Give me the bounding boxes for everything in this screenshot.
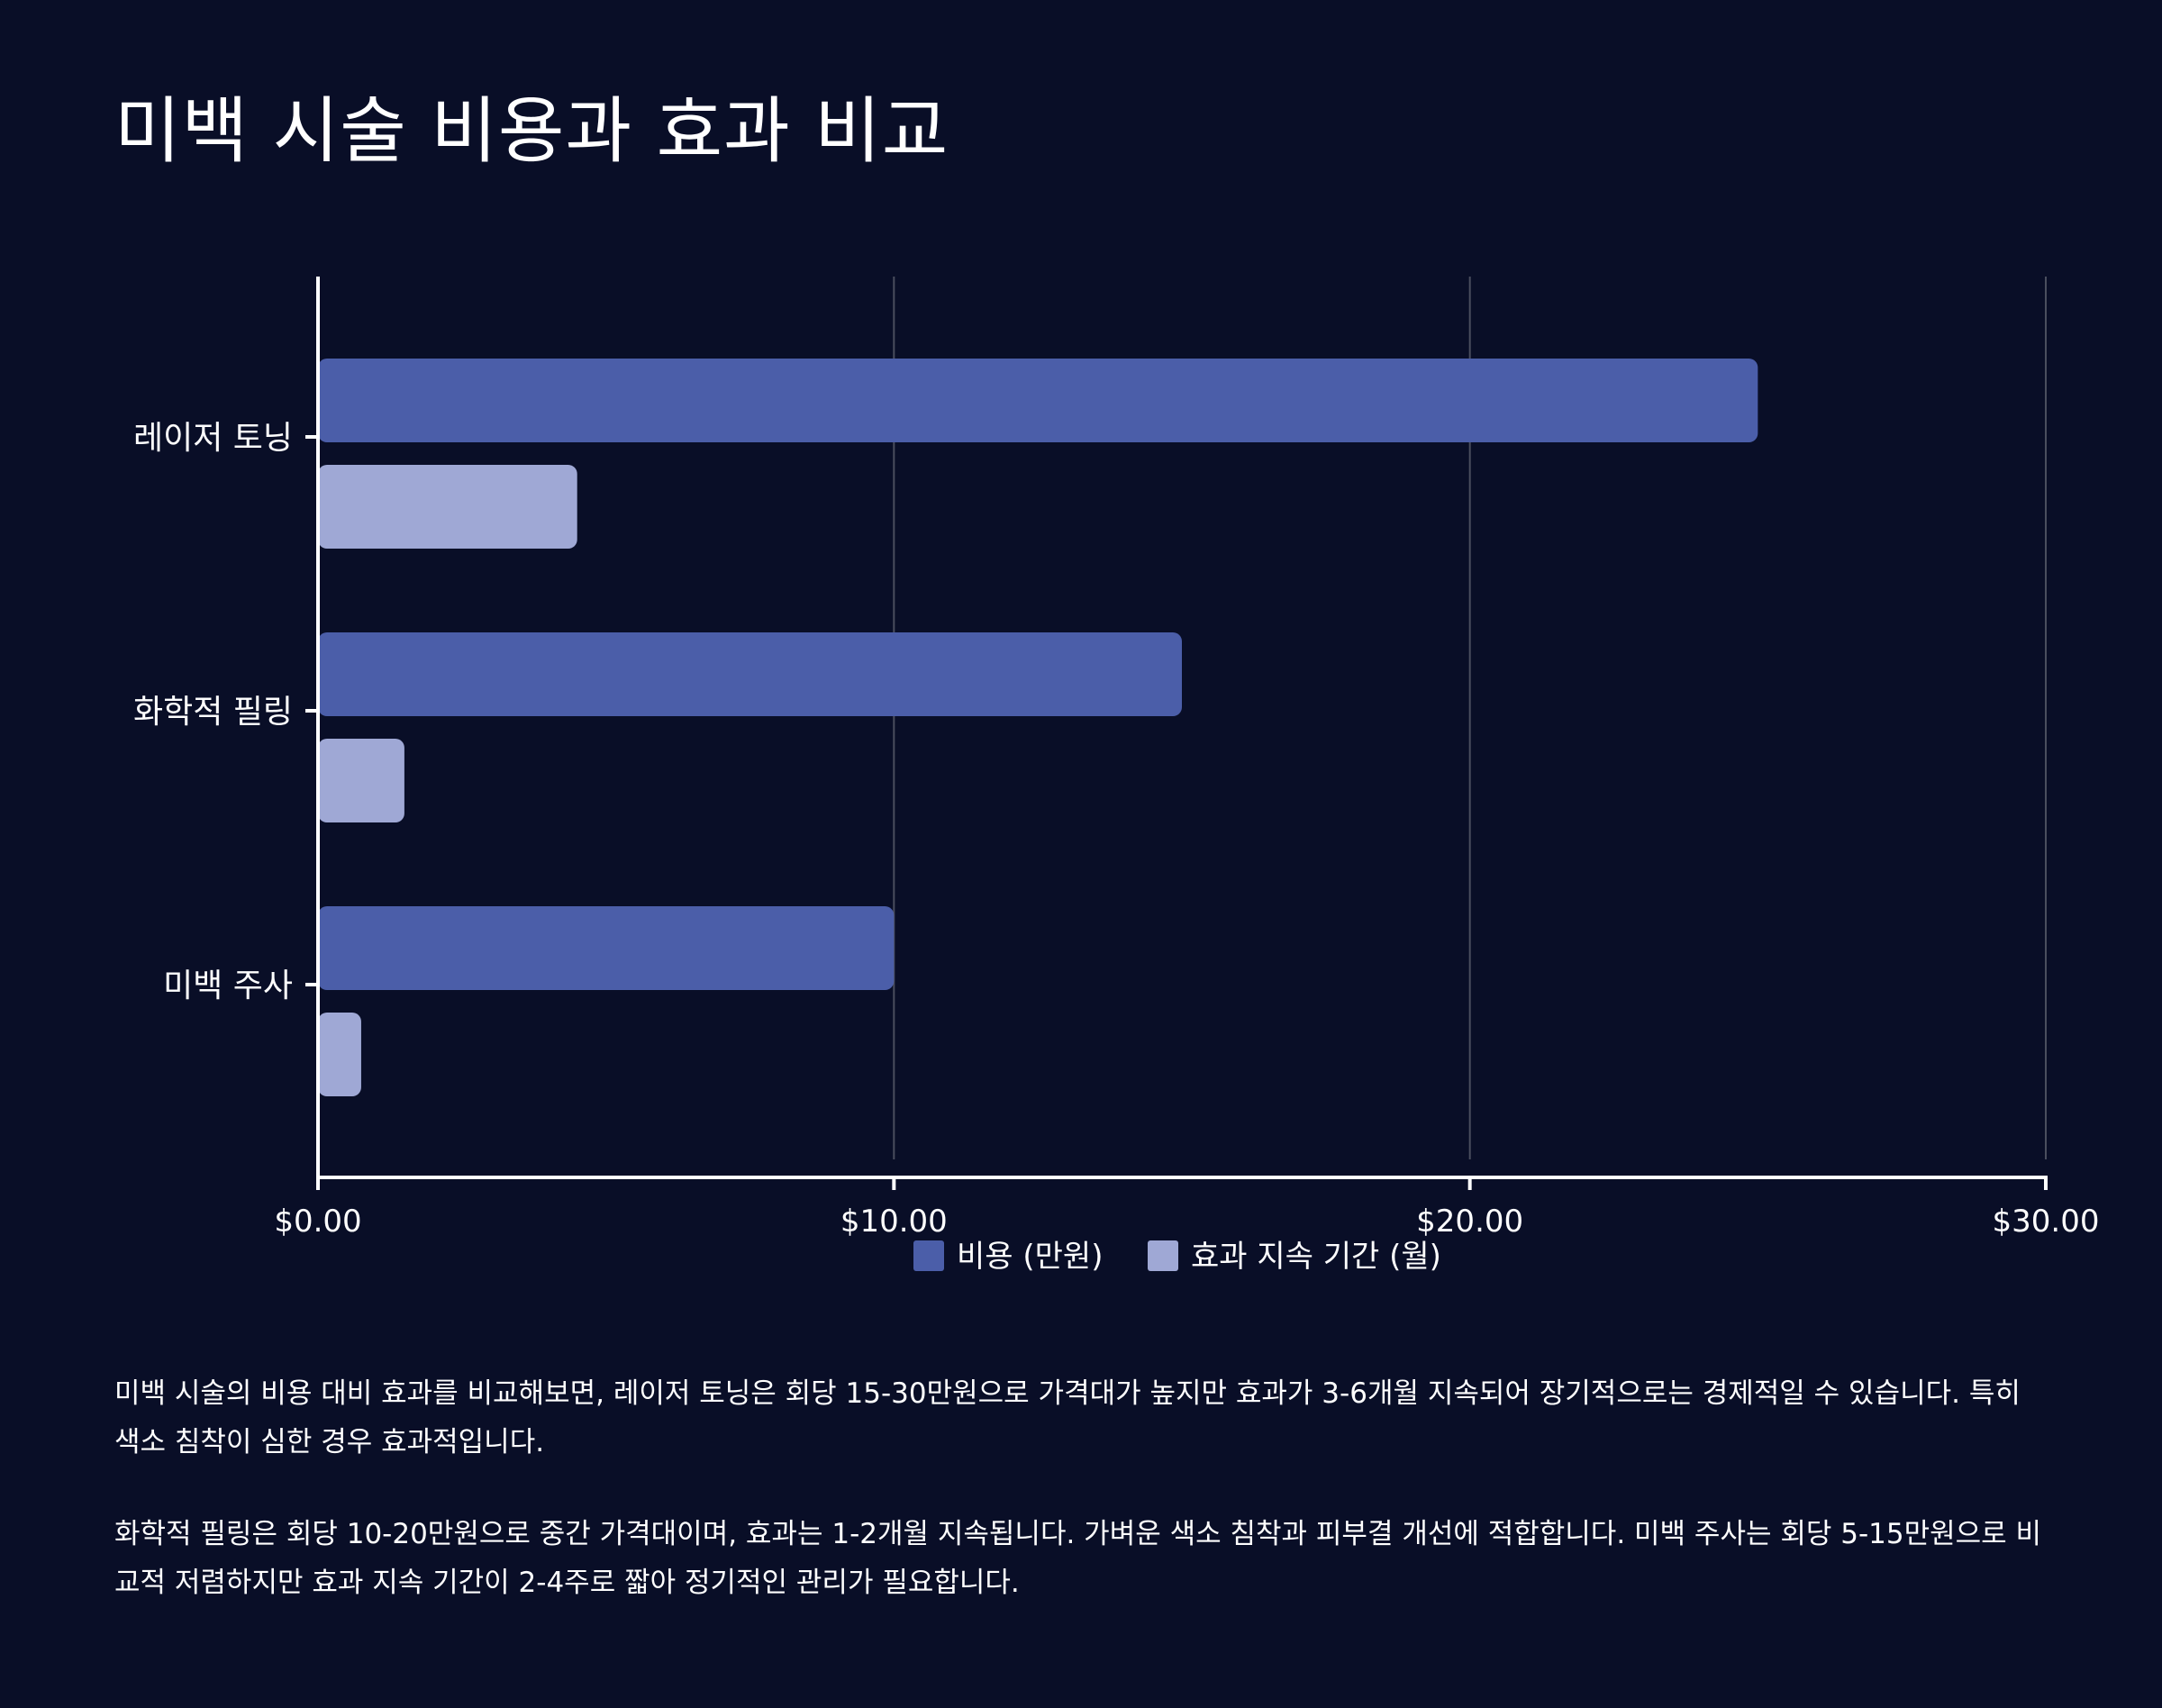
x-tick-label: $20.00 bbox=[1416, 1204, 1523, 1240]
description-paragraph-2: 화학적 필링은 회당 10-20만원으로 중간 가격대이며, 효과는 1-2개월… bbox=[114, 1518, 2042, 1599]
x-tick-label: $10.00 bbox=[840, 1204, 948, 1240]
bar-duration-2[interactable] bbox=[318, 739, 404, 822]
bar-duration-1[interactable] bbox=[318, 465, 577, 549]
bar-cost-1[interactable] bbox=[318, 359, 1758, 442]
legend-label: 효과 지속 기간 (월) bbox=[1191, 1239, 1441, 1275]
legend-item-cost[interactable]: 비용 (만원) bbox=[913, 1239, 1103, 1275]
legend-item-duration[interactable]: 효과 지속 기간 (월) bbox=[1148, 1239, 1441, 1275]
category-label: 레이저 토닝 bbox=[133, 420, 293, 457]
category-label: 화학적 필링 bbox=[133, 694, 293, 731]
category-label: 미백 주사 bbox=[163, 968, 293, 1004]
bar-cost-2[interactable] bbox=[318, 632, 1182, 716]
bar-cost-3[interactable] bbox=[318, 906, 895, 990]
legend-swatch bbox=[913, 1240, 944, 1271]
x-tick-label: $30.00 bbox=[1993, 1204, 2100, 1240]
legend[interactable]: 비용 (만원) 효과 지속 기간 (월) bbox=[913, 1239, 1441, 1275]
x-tick-label: $0.00 bbox=[274, 1204, 361, 1240]
description-paragraph-1: 미백 시술의 비용 대비 효과를 비교해보면, 레이저 토닝은 회당 15-30… bbox=[114, 1377, 2021, 1458]
page-title: 미백 시술 비용과 효과 비교 bbox=[114, 89, 949, 173]
legend-label: 비용 (만원) bbox=[957, 1239, 1103, 1275]
legend-swatch bbox=[1148, 1240, 1178, 1271]
bar-duration-3[interactable] bbox=[318, 1013, 361, 1096]
bars bbox=[318, 359, 1758, 1096]
axes bbox=[316, 277, 2048, 1179]
